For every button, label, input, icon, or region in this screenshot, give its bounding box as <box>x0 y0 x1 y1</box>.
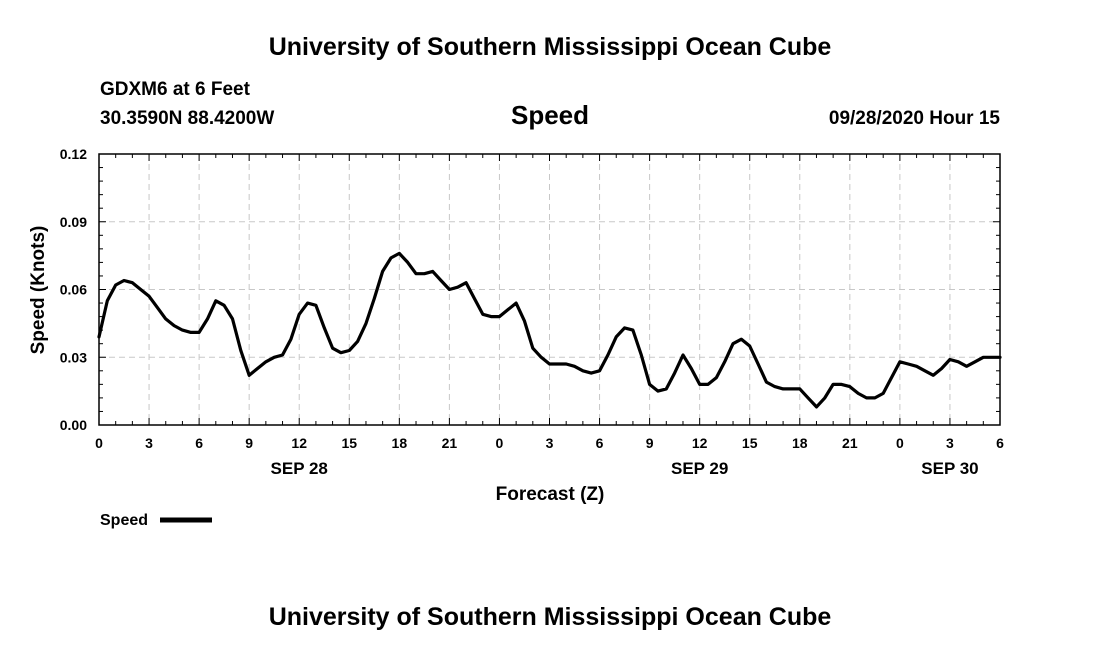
x-tick-label: 3 <box>546 435 554 451</box>
x-tick-label: 0 <box>95 435 103 451</box>
x-tick-label: 15 <box>742 435 758 451</box>
location-label: 30.3590N 88.4200W <box>100 108 274 129</box>
legend-label: Speed <box>100 512 148 529</box>
legend: Speed <box>100 512 212 529</box>
x-tick-label: 6 <box>996 435 1004 451</box>
x-tick-label: 0 <box>496 435 504 451</box>
x-tick-label: 0 <box>896 435 904 451</box>
x-tick-label: 18 <box>792 435 808 451</box>
x-axis-tick-labels: 0 3 6 9 12 15 18 21 0 3 6 9 12 15 18 21 0 3 6 <box>95 435 1004 451</box>
header-title: University of Southern Mississippi Ocean… <box>269 33 832 61</box>
axis-ticks <box>98 153 1001 426</box>
speed-series-line <box>97 251 1002 409</box>
series-layer <box>97 251 1002 409</box>
y-tick-label: 0.12 <box>60 146 87 162</box>
x-tick-label: 15 <box>341 435 357 451</box>
date-label: SEP 30 <box>921 459 978 478</box>
x-tick-label: 9 <box>245 435 253 451</box>
x-tick-label: 6 <box>596 435 604 451</box>
footer-title: University of Southern Mississippi Ocean… <box>269 603 832 631</box>
x-tick-label: 21 <box>442 435 458 451</box>
x-tick-label: 21 <box>842 435 858 451</box>
y-axis-tick-labels: 0.00 0.03 0.06 0.09 0.12 <box>60 146 87 433</box>
y-tick-label: 0.03 <box>60 349 87 365</box>
x-tick-label: 9 <box>646 435 654 451</box>
y-tick-label: 0.09 <box>60 214 87 230</box>
station-label: GDXM6 at 6 Feet <box>100 79 251 100</box>
chart-title: Speed <box>511 100 589 130</box>
x-axis-label: Forecast (Z) <box>496 484 605 505</box>
run-time-label: 09/28/2020 Hour 15 <box>829 108 1001 129</box>
y-tick-label: 0.00 <box>60 417 87 433</box>
grid-lines <box>99 154 1000 425</box>
x-tick-label: 18 <box>392 435 408 451</box>
y-tick-label: 0.06 <box>60 282 87 298</box>
y-axis-label: Speed (Knots) <box>28 226 49 355</box>
date-label: SEP 28 <box>271 459 328 478</box>
x-tick-label: 6 <box>195 435 203 451</box>
x-tick-label: 3 <box>145 435 153 451</box>
x-tick-label: 12 <box>692 435 708 451</box>
x-tick-label: 3 <box>946 435 954 451</box>
x-tick-label: 12 <box>291 435 307 451</box>
date-label: SEP 29 <box>671 459 728 478</box>
date-labels: SEP 28 SEP 29 SEP 30 <box>271 459 979 478</box>
